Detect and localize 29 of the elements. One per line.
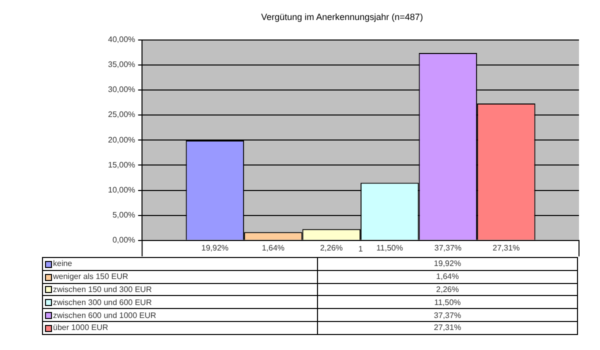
- text: 19,92%: [434, 259, 462, 268]
- legend-label: zwischen 150 und 300 EUR: [42, 283, 318, 296]
- text: 11,50%: [434, 298, 461, 307]
- y-tick-label: 0,00%: [112, 236, 136, 245]
- legend-label: weniger als 150 EUR: [42, 270, 318, 284]
- chart-title: Vergütung im Anerkennungsjahr (n=487): [261, 12, 423, 22]
- y-tick-label: 35,00%: [108, 60, 136, 70]
- x-tick-label: 1: [358, 244, 364, 254]
- data-label: 1,64%: [262, 244, 285, 253]
- text: 1,64%: [436, 272, 459, 282]
- data-label: 2,26%: [320, 244, 343, 253]
- text: 27,31%: [434, 323, 462, 332]
- y-tick-label: 10,00%: [108, 185, 136, 194]
- legend-label: keine: [42, 258, 318, 270]
- y-tick-label: 5,00%: [112, 210, 136, 220]
- y-tick-label: 15,00%: [108, 160, 136, 170]
- legend-label: zwischen 600 und 1000 EUR: [42, 308, 318, 322]
- legend-label: zwischen 300 und 600 EUR: [42, 296, 318, 309]
- y-tick-label: 30,00%: [108, 85, 136, 94]
- data-label: 37,37%: [434, 244, 462, 253]
- y-tick-label: 25,00%: [108, 110, 136, 120]
- y-tick-label: 20,00%: [108, 135, 136, 144]
- legend-label: über 1000 EUR: [42, 321, 318, 334]
- y-tick-label: 40,00%: [108, 35, 136, 44]
- data-label: 27,31%: [492, 244, 520, 253]
- text: 2,26%: [436, 284, 459, 294]
- data-label: 11,50%: [376, 244, 403, 253]
- text: 37,37%: [434, 310, 462, 320]
- data-label: 19,92%: [201, 244, 229, 253]
